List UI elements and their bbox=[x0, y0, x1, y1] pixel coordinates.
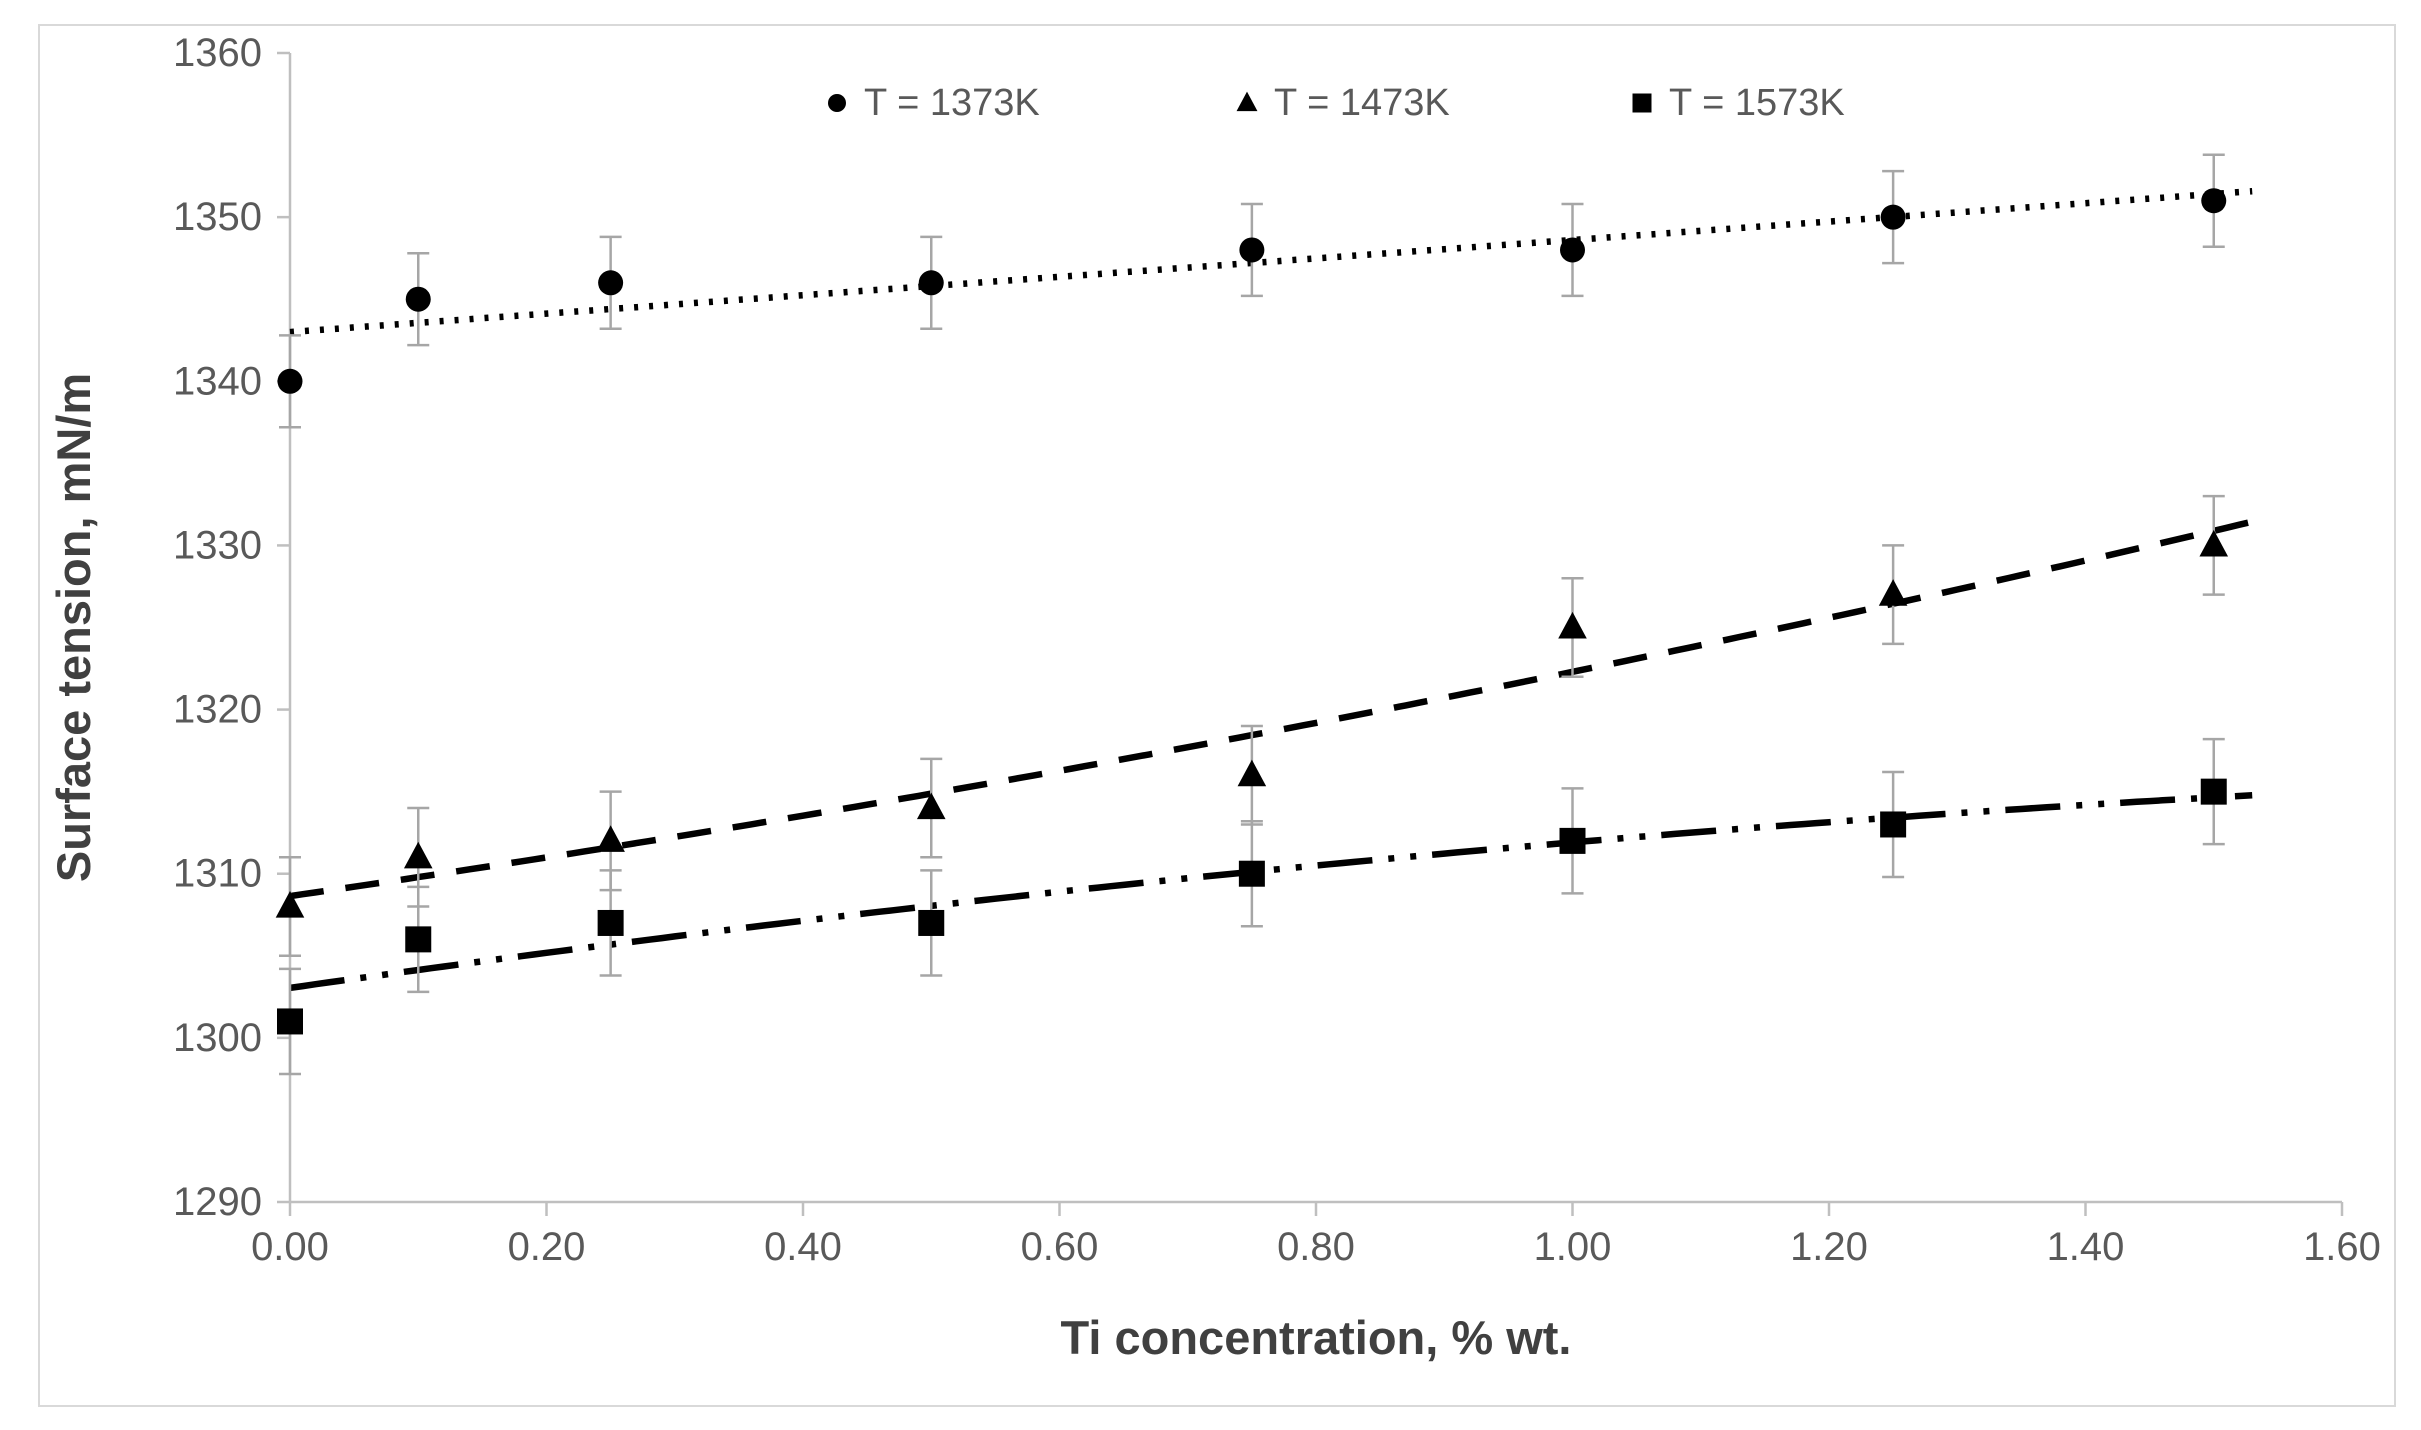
triangle-marker bbox=[1236, 91, 1258, 112]
x-tick-label: 0.20 bbox=[508, 1225, 586, 1269]
square-marker bbox=[277, 1008, 303, 1035]
square-marker bbox=[405, 926, 432, 953]
triangle-marker bbox=[1237, 759, 1267, 787]
circle-marker bbox=[2201, 188, 2227, 214]
legend-item: T = 1573K bbox=[1632, 82, 1845, 124]
x-tick-label: 1.00 bbox=[1534, 1225, 1612, 1269]
legend-item: T = 1473K bbox=[1236, 82, 1450, 124]
circle-marker bbox=[1880, 204, 1906, 230]
series-1373K bbox=[277, 153, 2253, 429]
legend-label: T = 1473K bbox=[1274, 82, 1450, 124]
chart-border bbox=[38, 24, 2396, 1407]
y-tick-label: 1300 bbox=[173, 1016, 262, 1060]
square-marker bbox=[2200, 778, 2227, 805]
square-marker bbox=[1632, 93, 1652, 113]
y-tick-label: 1340 bbox=[173, 359, 262, 403]
triangle-marker bbox=[1878, 579, 1908, 606]
y-tick-label: 1350 bbox=[173, 195, 262, 239]
legend: T = 1373K T = 1473K T = 1573K bbox=[828, 82, 1845, 124]
triangle-marker bbox=[596, 825, 625, 852]
square-marker bbox=[918, 909, 945, 936]
y-tick-label: 1310 bbox=[173, 852, 262, 896]
circle-marker bbox=[405, 286, 431, 312]
triangle-marker bbox=[403, 841, 433, 869]
y-tick-label: 1320 bbox=[173, 688, 262, 732]
triangle-marker bbox=[275, 890, 305, 918]
circle-marker bbox=[1239, 237, 1265, 263]
x-tick-label: 0.60 bbox=[1021, 1225, 1099, 1269]
x-tick-label: 1.60 bbox=[2303, 1225, 2381, 1269]
square-marker bbox=[597, 909, 624, 936]
x-tick-label: 0.80 bbox=[1277, 1225, 1355, 1269]
y-tick-label: 1290 bbox=[173, 1180, 262, 1224]
triangle-marker bbox=[916, 792, 946, 820]
y-axis: 1290 1300 1310 1320 1330 1340 1350 1360 bbox=[173, 31, 292, 1224]
x-axis-title: Ti concentration, % wt. bbox=[1061, 1311, 1572, 1364]
circle-marker bbox=[598, 270, 624, 296]
circle-marker bbox=[828, 94, 846, 112]
x-tick-label: 0.00 bbox=[251, 1225, 329, 1269]
square-marker bbox=[1559, 827, 1586, 854]
circle-marker bbox=[1560, 237, 1585, 263]
square-marker bbox=[1238, 860, 1265, 887]
x-tick-label: 1.40 bbox=[2047, 1225, 2125, 1269]
legend-label: T = 1373K bbox=[864, 82, 1040, 124]
circle-marker bbox=[918, 270, 944, 296]
triangle-marker bbox=[1558, 611, 1587, 639]
y-tick-label: 1360 bbox=[173, 31, 262, 75]
y-tick-label: 1330 bbox=[173, 523, 262, 567]
circle-marker bbox=[277, 368, 303, 394]
legend-item: T = 1373K bbox=[828, 82, 1040, 124]
square-marker bbox=[1880, 811, 1907, 838]
trendline-dash-dot-dot bbox=[289, 792, 2253, 992]
x-tick-label: 0.40 bbox=[764, 1225, 842, 1269]
y-axis-title: Surface tension, mN/m bbox=[47, 373, 100, 882]
x-axis: 0.00 0.20 0.40 0.60 0.80 1.00 1.20 1.40 1.60 bbox=[251, 1200, 2381, 1269]
x-tick-label: 1.20 bbox=[1790, 1225, 1868, 1269]
legend-label: T = 1573K bbox=[1669, 82, 1845, 124]
series-1573K bbox=[277, 737, 2253, 1076]
triangle-marker bbox=[2199, 529, 2229, 557]
